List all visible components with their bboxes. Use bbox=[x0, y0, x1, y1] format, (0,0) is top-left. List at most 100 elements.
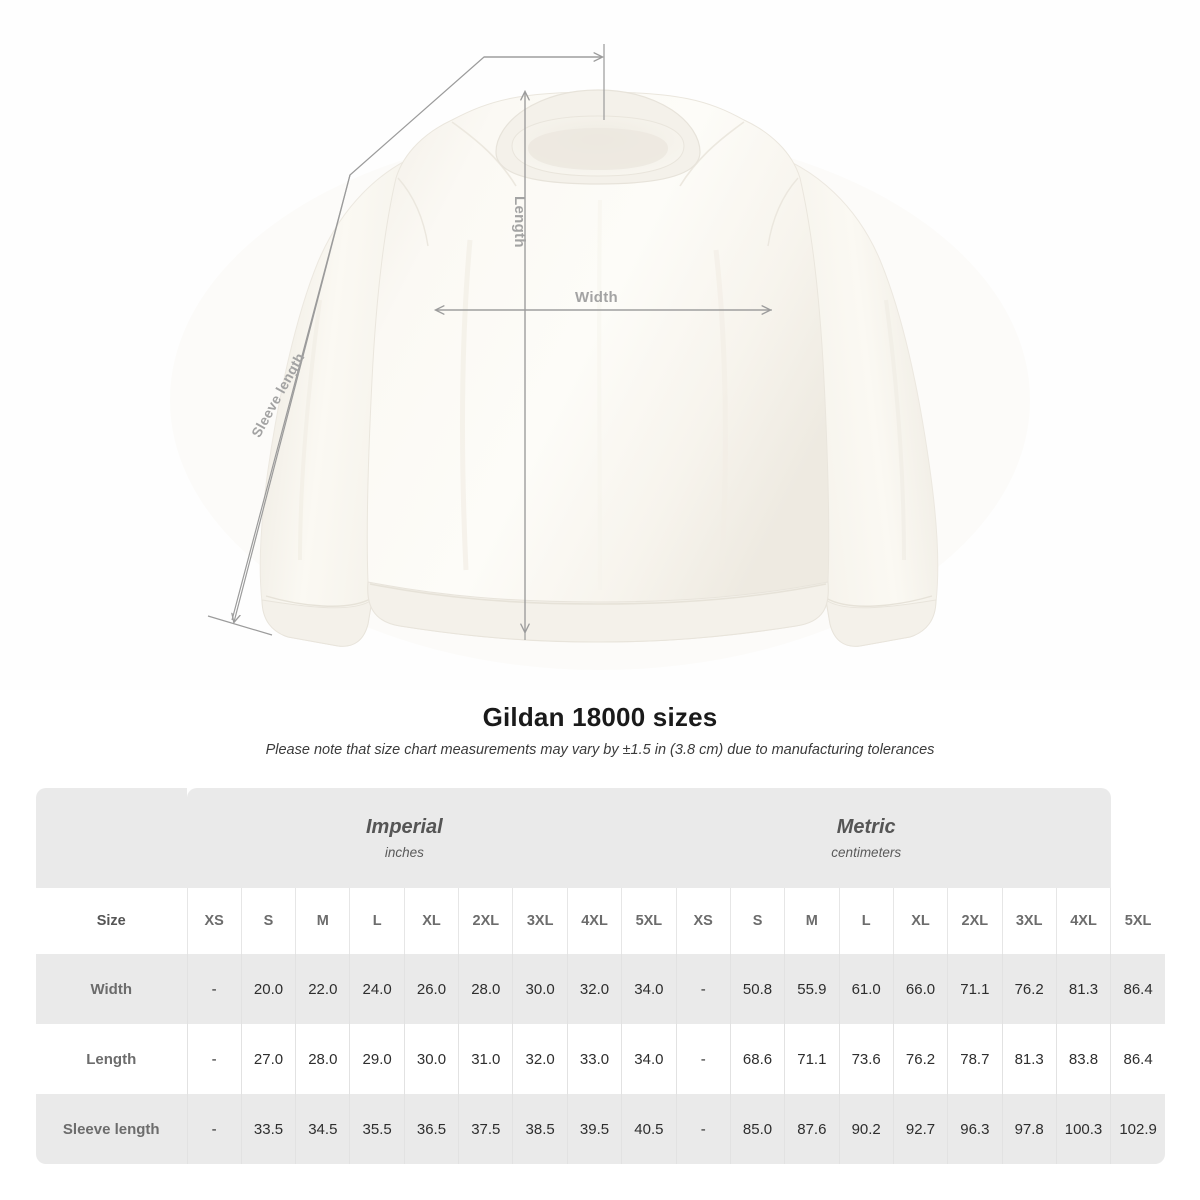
size-header-m: M bbox=[295, 888, 351, 954]
size-header-s: S bbox=[730, 888, 786, 954]
cell-metric: 102.9 bbox=[1110, 1094, 1166, 1164]
size-header-2xl: 2XL bbox=[947, 888, 1003, 954]
cell-imperial: 36.5 bbox=[404, 1094, 460, 1164]
cell-imperial: 26.0 bbox=[404, 954, 460, 1024]
cell-imperial: - bbox=[187, 1024, 242, 1094]
size-header-5xl: 5XL bbox=[1110, 888, 1166, 954]
garment-photo: Length Width Sleeve length bbox=[207, 44, 939, 647]
cell-imperial: 34.0 bbox=[621, 1024, 677, 1094]
cell-imperial: 32.0 bbox=[512, 1024, 568, 1094]
cell-metric: 87.6 bbox=[784, 1094, 840, 1164]
cell-imperial: 22.0 bbox=[295, 954, 351, 1024]
cell-metric: 66.0 bbox=[893, 954, 949, 1024]
cell-imperial: 28.0 bbox=[458, 954, 514, 1024]
cell-metric: - bbox=[676, 954, 731, 1024]
cell-metric: 81.3 bbox=[1002, 1024, 1057, 1094]
cell-metric: 81.3 bbox=[1056, 954, 1112, 1024]
cell-imperial: 37.5 bbox=[458, 1094, 514, 1164]
cell-metric: 97.8 bbox=[1002, 1094, 1057, 1164]
cell-metric: 90.2 bbox=[839, 1094, 894, 1164]
cell-imperial: 27.0 bbox=[241, 1024, 297, 1094]
cell-imperial: 34.5 bbox=[295, 1094, 351, 1164]
sleeve-cuff-tick bbox=[207, 615, 273, 636]
cell-metric: 76.2 bbox=[1002, 954, 1057, 1024]
size-header-4xl: 4XL bbox=[567, 888, 623, 954]
size-table: Imperial inches Metric centimeters Size XS S M L… bbox=[36, 788, 1166, 1164]
cell-metric: 85.0 bbox=[730, 1094, 786, 1164]
table-row: Sleeve length -33.5 34.5 35.5 36.5 37.5 38.5 39… bbox=[36, 1094, 1166, 1164]
unit-section-name: Metric bbox=[836, 816, 896, 838]
size-header-l: L bbox=[839, 888, 894, 954]
size-header-m: M bbox=[784, 888, 840, 954]
cell-metric: 83.8 bbox=[1056, 1024, 1112, 1094]
garment-illustration bbox=[207, 44, 939, 647]
cell-imperial: 30.0 bbox=[512, 954, 568, 1024]
row-label-width: Width bbox=[36, 954, 188, 1024]
size-header-4xl: 4XL bbox=[1056, 888, 1112, 954]
sleeve-bottom-arrow bbox=[234, 174, 351, 622]
size-header-xl: XL bbox=[893, 888, 949, 954]
cell-imperial: 35.5 bbox=[349, 1094, 405, 1164]
size-header-l: L bbox=[349, 888, 405, 954]
cell-metric: 71.1 bbox=[784, 1024, 840, 1094]
cell-imperial: 28.0 bbox=[295, 1024, 351, 1094]
width-dimension-label: Width bbox=[575, 289, 619, 306]
unit-banner-spacer bbox=[36, 788, 187, 888]
row-label-sleeve-length: Sleeve length bbox=[36, 1094, 188, 1164]
cell-imperial: 40.5 bbox=[621, 1094, 677, 1164]
cell-imperial: 24.0 bbox=[349, 954, 405, 1024]
size-header-3xl: 3XL bbox=[1002, 888, 1057, 954]
cell-metric: 50.8 bbox=[730, 954, 786, 1024]
cell-metric: - bbox=[676, 1024, 731, 1094]
cell-metric: 92.7 bbox=[893, 1094, 949, 1164]
tolerance-note: Please note that size chart measurements… bbox=[265, 742, 935, 758]
size-header-row: Size XS S M L XL 2XL 3XL 4XL 5XL XS S M L XL 2XL 3XL 4XL 5… bbox=[36, 888, 1166, 954]
cell-imperial: 32.0 bbox=[567, 954, 623, 1024]
unit-section-imperial: Imperial inches bbox=[187, 788, 622, 888]
unit-section-subtitle: inches bbox=[384, 845, 424, 860]
size-table-container: Imperial inches Metric centimeters Size XS S M L… bbox=[36, 788, 1166, 1164]
cell-imperial: 39.5 bbox=[567, 1094, 623, 1164]
cell-imperial: 38.5 bbox=[512, 1094, 568, 1164]
cell-metric: 76.2 bbox=[893, 1024, 949, 1094]
cell-metric: 96.3 bbox=[947, 1094, 1003, 1164]
cell-imperial: 20.0 bbox=[241, 954, 297, 1024]
unit-section-metric: Metric centimeters bbox=[621, 788, 1111, 888]
table-row: Width -20.0 22.0 24.0 26.0 28.0 30.0 32.0 34.0-5… bbox=[36, 954, 1166, 1024]
cell-metric: 100.3 bbox=[1056, 1094, 1112, 1164]
cell-metric: 73.6 bbox=[839, 1024, 894, 1094]
cell-metric: 78.7 bbox=[947, 1024, 1003, 1094]
size-header-xs: XS bbox=[187, 888, 242, 954]
cell-metric: 71.1 bbox=[947, 954, 1003, 1024]
size-header-xs: XS bbox=[676, 888, 731, 954]
cell-metric: 86.4 bbox=[1110, 954, 1166, 1024]
cell-imperial: 33.5 bbox=[241, 1094, 297, 1164]
size-header-5xl: 5XL bbox=[621, 888, 677, 954]
cell-metric: 68.6 bbox=[730, 1024, 786, 1094]
row-label-length: Length bbox=[36, 1024, 188, 1094]
size-header-3xl: 3XL bbox=[512, 888, 568, 954]
length-dimension-label: Length bbox=[511, 196, 528, 248]
unit-section-name: Imperial bbox=[366, 816, 443, 838]
cell-imperial: 29.0 bbox=[349, 1024, 405, 1094]
cell-metric: 61.0 bbox=[839, 954, 894, 1024]
cell-imperial: - bbox=[187, 1094, 242, 1164]
cell-imperial: 33.0 bbox=[567, 1024, 623, 1094]
cell-metric: 86.4 bbox=[1110, 1024, 1166, 1094]
cell-imperial: 34.0 bbox=[621, 954, 677, 1024]
cell-imperial: - bbox=[187, 954, 242, 1024]
unit-banner-row: Imperial inches Metric centimeters bbox=[36, 788, 1165, 888]
size-header-2xl: 2XL bbox=[458, 888, 514, 954]
unit-section-subtitle: centimeters bbox=[831, 845, 902, 860]
cell-metric: - bbox=[676, 1094, 731, 1164]
size-column-header: Size bbox=[36, 888, 188, 954]
page-title: Gildan 18000 sizes bbox=[482, 702, 718, 732]
cell-imperial: 30.0 bbox=[404, 1024, 460, 1094]
measurement-lines bbox=[207, 44, 772, 640]
size-header-s: S bbox=[241, 888, 297, 954]
cell-metric: 55.9 bbox=[784, 954, 840, 1024]
cell-imperial: 31.0 bbox=[458, 1024, 514, 1094]
size-header-xl: XL bbox=[404, 888, 460, 954]
table-row: Length -27.0 28.0 29.0 30.0 31.0 32.0 33.0 34.0-… bbox=[36, 1024, 1166, 1094]
